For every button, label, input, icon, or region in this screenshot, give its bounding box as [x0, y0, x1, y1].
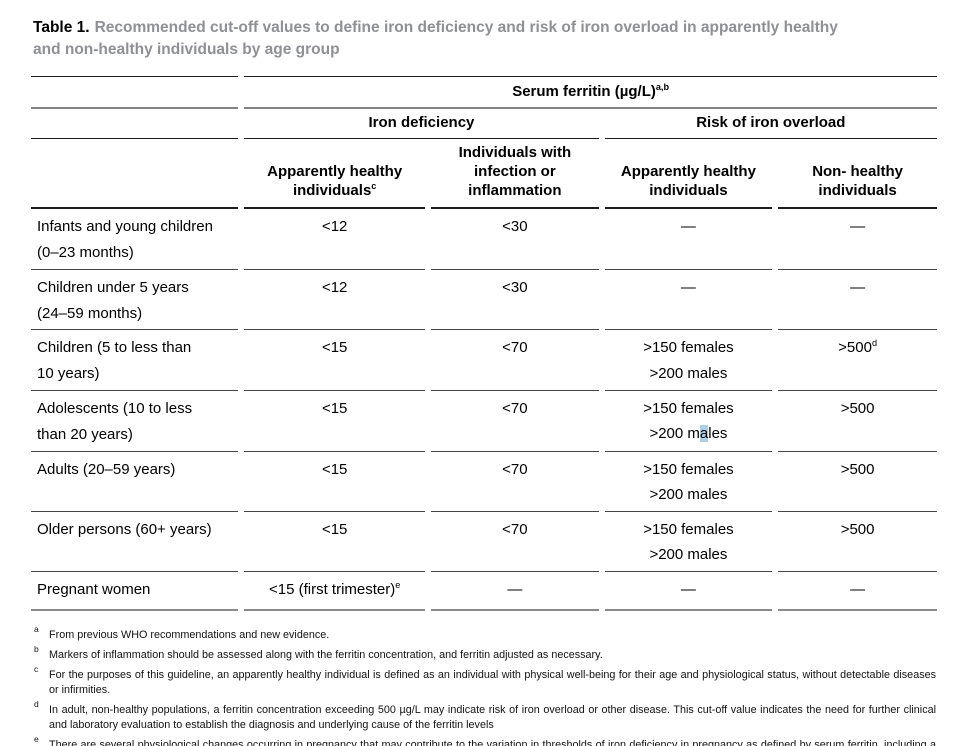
column-header-overload-nonhealthy: Non- healthy individuals	[778, 139, 937, 210]
cutoff-values-table: Serum ferritin (µg/L)a,b Iron deficiency…	[25, 76, 943, 612]
row-adults: Adults (20–59 years) <15 <70 >150 female…	[31, 452, 937, 512]
row-older-persons: Older persons (60+ years) <15 <70 >150 f…	[31, 512, 937, 572]
footnote-text: For the purposes of this guideline, an a…	[49, 669, 936, 696]
age-group-line2: (24–59 months)	[37, 304, 143, 322]
overload-nonhealthy-cell: >500	[778, 391, 937, 452]
age-group-line1: Children (5 to less than	[37, 339, 192, 357]
spanner-empty-cell	[31, 76, 239, 109]
overload-nonhealthy-cell: —	[778, 270, 937, 331]
age-group-line1: Children under 5 years	[37, 278, 189, 296]
age-group-cell: Pregnant women	[31, 572, 239, 612]
deficiency-infection-cell: <70	[431, 330, 599, 391]
overload-nonhealthy-cell: >500	[778, 452, 937, 512]
overload-healthy-cell: —	[604, 209, 773, 270]
overload-healthy-cell: —	[604, 270, 773, 331]
overload-nonhealthy-value: >500	[838, 339, 872, 357]
age-group-cell: Infants and young children (0–23 months)	[31, 209, 239, 270]
overload-healthy-females: >150 females	[643, 460, 734, 478]
overload-healthy-cell: >150 females >200 males	[604, 452, 773, 512]
deficiency-healthy-cell: <15 (first trimester)e	[244, 572, 426, 612]
row-infants: Infants and young children (0–23 months) …	[31, 209, 937, 270]
overload-nonhealthy-cell: >500d	[778, 330, 937, 391]
age-group-cell: Adults (20–59 years)	[31, 452, 239, 512]
age-group-cell: Children under 5 years (24–59 months)	[31, 270, 239, 331]
deficiency-healthy-cell: <12	[244, 270, 426, 331]
deficiency-healthy-cell: <15	[244, 330, 426, 391]
footnote-b: b Markers of inflammation should be asses…	[34, 644, 603, 662]
deficiency-healthy-cell: <15	[244, 452, 426, 512]
deficiency-infection-cell: <70	[431, 512, 599, 572]
footnotes-section: a From previous WHO recommendations and n…	[33, 624, 936, 746]
males-text-pre: >200 m	[649, 425, 700, 443]
age-group-line2: than 20 years)	[37, 425, 133, 443]
age-group-line2: 10 years)	[37, 365, 100, 383]
footnote-text: From previous WHO recommendations and ne…	[49, 629, 330, 642]
overload-healthy-cell: >150 females >200 males	[604, 330, 773, 391]
footnote-text: There are several physiological changes …	[49, 738, 936, 746]
deficiency-infection-cell: <30	[431, 209, 599, 270]
deficiency-healthy-superscript: e	[395, 579, 401, 590]
column-header-text: Apparently healthy individuals	[267, 163, 403, 200]
overload-nonhealthy-cell: —	[778, 209, 937, 270]
group-header-risk-iron-overload: Risk of iron overload	[604, 109, 937, 139]
age-group-line2: (0–23 months)	[37, 243, 134, 261]
overload-healthy-males: >200 males	[613, 421, 765, 447]
age-group-cell: Adolescents (10 to less than 20 years)	[31, 391, 239, 452]
overload-healthy-cell: >150 females >200 males	[604, 512, 773, 572]
deficiency-healthy-cell: <15	[244, 512, 426, 572]
age-group-line1: Infants and young children	[37, 218, 213, 236]
footnote-e: e There are several physiological changes…	[33, 734, 936, 746]
table-caption: Table 1. Recommended cut-off values to de…	[33, 17, 938, 61]
overload-healthy-females: >150 females	[643, 339, 734, 357]
deficiency-infection-cell: —	[431, 572, 599, 612]
table-caption-text-line2: and non-healthy individuals by age group	[33, 41, 340, 58]
text-selection-highlight: a	[699, 425, 709, 443]
column-header-deficiency-infection: Individuals with infection or inflammati…	[431, 139, 599, 210]
row-pregnant-women: Pregnant women <15 (first trimester)e — …	[31, 572, 937, 612]
row-adolescents: Adolescents (10 to less than 20 years) <1…	[31, 391, 937, 452]
overload-healthy-males: >200 males	[649, 486, 728, 504]
age-group-cell: Older persons (60+ years)	[31, 512, 239, 572]
overload-nonhealthy-cell: —	[778, 572, 937, 612]
column-header-overload-healthy: Apparently healthy individuals	[604, 139, 773, 210]
group-header-row: Iron deficiency Risk of iron overload	[31, 109, 937, 139]
table-caption-label: Table 1.	[33, 19, 90, 36]
overload-healthy-females: >150 females	[643, 520, 734, 538]
overload-healthy-cell: >150 females >200 males	[604, 391, 773, 452]
footnote-text: In adult, non-healthy populations, a fer…	[49, 703, 936, 731]
deficiency-healthy-cell: <15	[244, 391, 426, 452]
column-header-superscript: c	[371, 181, 377, 192]
spanner-serum-ferritin: Serum ferritin (µg/L)a,b	[244, 76, 937, 109]
overload-nonhealthy-superscript: d	[871, 338, 878, 349]
footnote-a: a From previous WHO recommendations and n…	[34, 624, 330, 642]
column-header-deficiency-healthy: Apparently healthy individualsc	[244, 139, 426, 210]
footnote-text: Markers of inflammation should be assess…	[49, 649, 603, 662]
deficiency-healthy-cell: <12	[244, 209, 426, 270]
table-caption-text-line1: Recommended cut-off values to define iro…	[94, 19, 838, 36]
spanner-superscript: a,b	[655, 82, 670, 92]
overload-healthy-males: >200 males	[649, 364, 728, 382]
deficiency-healthy-value: <15 (first trimester)	[268, 580, 396, 598]
overload-healthy-females: >150 females	[643, 399, 734, 417]
group-empty-cell	[31, 109, 239, 139]
footnote-d: d In adult, non-healthy populations, a fe…	[34, 698, 936, 731]
spanner-serum-ferritin-text: Serum ferritin (µg/L)	[512, 83, 656, 100]
deficiency-infection-cell: <30	[431, 270, 599, 331]
overload-healthy-cell: —	[604, 572, 773, 612]
overload-nonhealthy-cell: >500	[778, 512, 937, 572]
deficiency-infection-cell: <70	[431, 391, 599, 452]
column-header-row: Apparently healthy individualsc Individu…	[31, 139, 937, 210]
column-header-empty	[31, 139, 239, 210]
row-children-5-to-10: Children (5 to less than 10 years) <15 <7…	[31, 330, 937, 391]
males-text-post: les	[708, 425, 728, 443]
age-group-line1: Adolescents (10 to less	[37, 399, 193, 417]
deficiency-infection-cell: <70	[431, 452, 599, 512]
spanner-header-row: Serum ferritin (µg/L)a,b	[31, 76, 937, 109]
row-children-under-5: Children under 5 years (24–59 months) <12…	[31, 270, 937, 331]
age-group-cell: Children (5 to less than 10 years)	[31, 330, 239, 391]
footnote-c: c For the purposes of this guideline, an …	[34, 664, 936, 696]
group-header-iron-deficiency: Iron deficiency	[244, 109, 599, 139]
overload-healthy-males: >200 males	[649, 546, 728, 564]
